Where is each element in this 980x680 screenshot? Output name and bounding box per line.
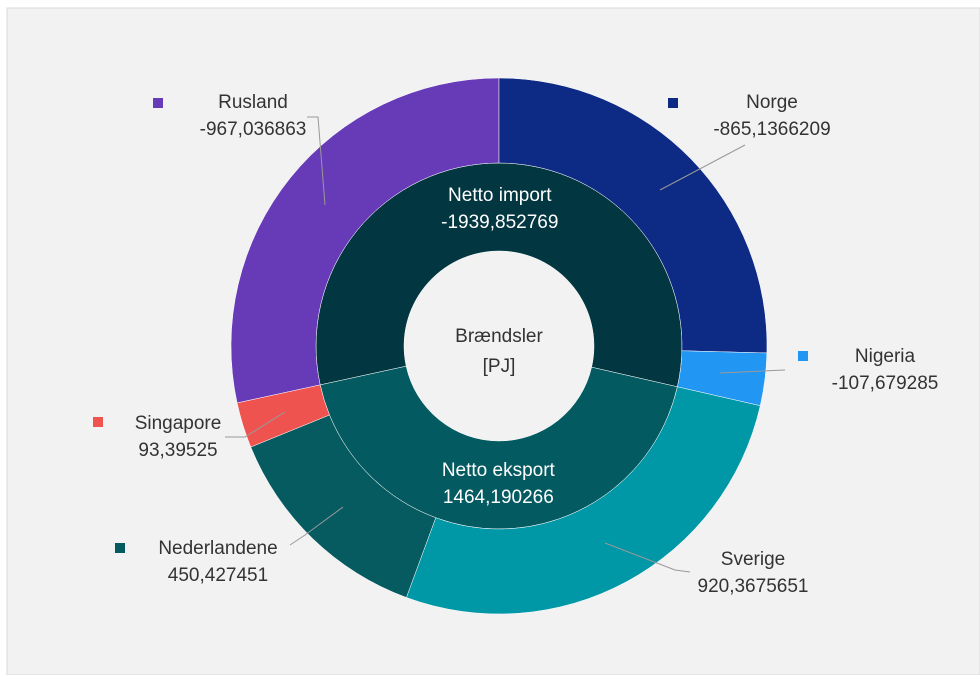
leader-line	[307, 116, 326, 206]
outer-label: Sverige	[721, 549, 785, 570]
legend-swatch	[93, 417, 103, 427]
rings	[230, 77, 768, 615]
outer-label: Rusland	[218, 92, 288, 113]
outer-label: Singapore	[135, 413, 222, 434]
inner-value: 1464,190266	[443, 487, 554, 508]
inner-value: -1939,852769	[441, 212, 558, 233]
outer-segment	[498, 77, 768, 354]
leader-line	[289, 506, 344, 546]
leader-line	[604, 542, 691, 573]
legend-swatch	[153, 98, 163, 108]
labels: Netto import -1939,852769 Rusland -967,0368…	[93, 92, 938, 597]
legend-swatch	[115, 543, 125, 553]
outer-value: 450,427451	[168, 565, 268, 586]
leader-line	[659, 144, 746, 191]
outer-segment	[230, 77, 500, 404]
outer-segment	[236, 384, 330, 448]
leader-line	[719, 369, 786, 374]
outer-value: 920,3675651	[698, 576, 809, 597]
outer-value: -107,679285	[832, 373, 939, 394]
leader-line	[225, 411, 286, 438]
inner-label: Netto import	[448, 185, 552, 206]
legend-swatch	[668, 98, 678, 108]
outer-value: -967,036863	[200, 119, 307, 140]
center-label: [PJ]	[483, 356, 516, 377]
outer-segment	[406, 386, 761, 615]
legend-swatch	[798, 351, 808, 361]
outer-value: -865,1366209	[713, 119, 830, 140]
center-label: Brændsler	[455, 326, 543, 347]
outer-label: Nederlandene	[158, 538, 277, 559]
outer-label: Norge	[746, 92, 798, 113]
inner-label: Netto eksport	[442, 460, 556, 481]
outer-value: 93,39525	[138, 440, 217, 461]
outer-label: Nigeria	[855, 346, 916, 367]
